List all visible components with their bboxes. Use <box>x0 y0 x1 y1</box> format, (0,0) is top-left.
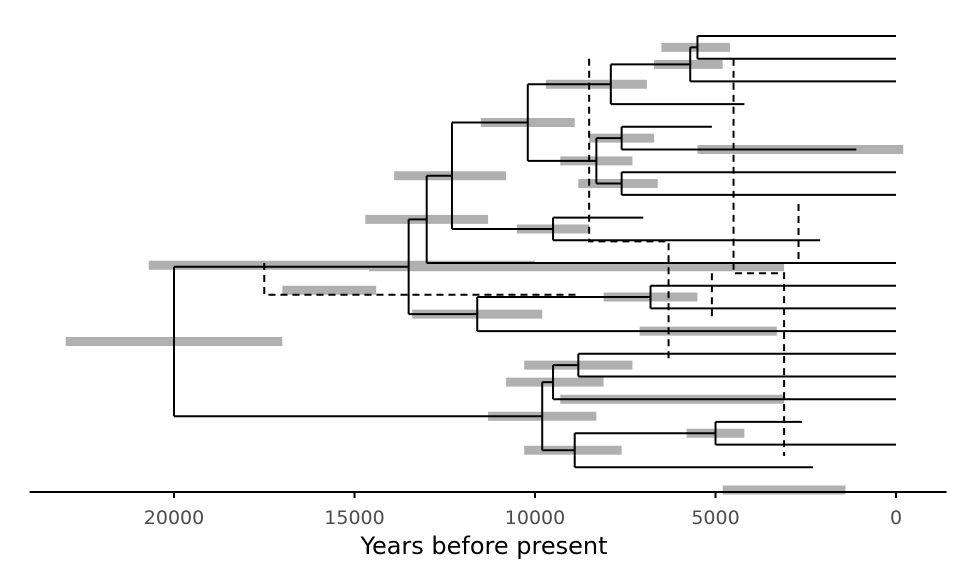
x-tick-label-0: 0 <box>890 507 902 529</box>
x-tick-label-10000: 10000 <box>505 507 565 529</box>
x-axis-ticks: 20000 15000 10000 5000 0 <box>144 492 902 529</box>
hpd-interval-layer <box>65 42 904 495</box>
reticulation-layer <box>263 58 800 456</box>
reticulation-edge-2 <box>588 58 670 363</box>
x-axis: 20000 15000 10000 5000 0 Years before presen… <box>29 491 947 560</box>
x-tick-label-20000: 20000 <box>144 507 204 529</box>
reticulation-edge-1 <box>263 263 579 296</box>
x-tick-label-5000: 5000 <box>691 507 739 529</box>
x-axis-title: Years before present <box>359 532 607 560</box>
x-tick-label-15000: 15000 <box>324 507 384 529</box>
tree-branch-layer <box>173 35 896 469</box>
